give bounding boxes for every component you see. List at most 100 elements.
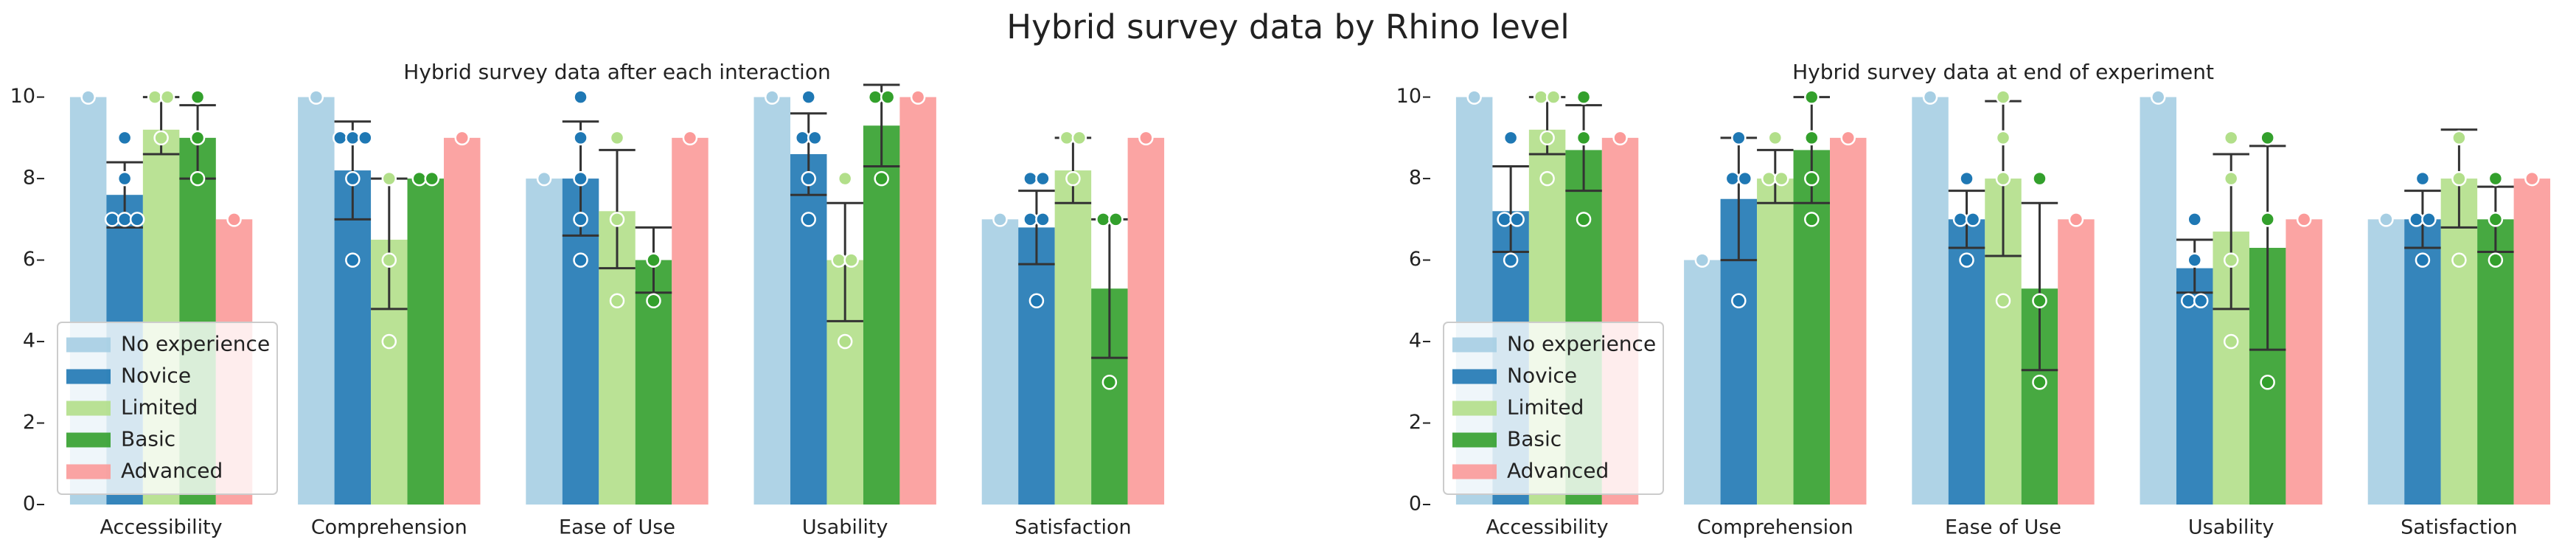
data-point [609, 293, 625, 309]
data-point [189, 170, 206, 187]
bar [334, 170, 372, 505]
data-point [1023, 170, 1038, 187]
data-point [1731, 130, 1747, 146]
data-point [2451, 252, 2467, 268]
data-point [867, 89, 883, 105]
data-point [1767, 130, 1783, 146]
data-point [454, 130, 470, 146]
data-point [573, 212, 588, 227]
data-point [2068, 212, 2084, 227]
legend-swatch [1452, 337, 1497, 353]
error-bar [1565, 104, 1602, 193]
x-tick-label: Comprehension [1697, 516, 1853, 539]
data-point [129, 212, 145, 227]
bar [2140, 97, 2176, 505]
y-tick-label: 10 [1396, 85, 1421, 108]
legend-box [57, 322, 278, 495]
data-point [1059, 130, 1075, 146]
data-point [874, 170, 889, 187]
data-point [1952, 212, 1968, 227]
data-point [807, 130, 823, 146]
data-point [147, 89, 163, 105]
legend-label: Novice [1507, 364, 1577, 388]
data-point [536, 170, 552, 187]
data-point [1922, 89, 1938, 105]
data-point [424, 170, 440, 187]
data-point [2488, 212, 2504, 227]
data-point [2223, 252, 2239, 268]
data-point [226, 212, 242, 227]
data-point [345, 130, 361, 146]
bar [790, 153, 827, 505]
data-point [2451, 130, 2467, 146]
y-tick-label: 8 [1409, 167, 1421, 190]
data-point [837, 170, 853, 187]
bar [981, 219, 1019, 505]
data-point [2415, 170, 2431, 187]
legend-label: Advanced [1507, 459, 1609, 483]
data-point [1108, 212, 1124, 227]
data-point [1804, 170, 1820, 187]
data-point [1071, 130, 1087, 146]
data-point [308, 89, 324, 105]
y-tick-label: 4 [1409, 330, 1421, 353]
data-point [1539, 130, 1555, 146]
data-point [104, 212, 120, 227]
data-point [1138, 130, 1154, 146]
x-tick-label: Accessibility [1486, 516, 1609, 539]
data-point [794, 130, 810, 146]
x-tick-label: Satisfaction [1014, 516, 1131, 539]
subplot: Hybrid survey data at end of experiment 0… [1396, 60, 2551, 539]
bar [1830, 137, 1867, 505]
legend-swatch [1452, 401, 1497, 416]
data-point [1804, 130, 1820, 146]
bar [899, 97, 936, 505]
bar [2367, 219, 2405, 505]
data-point [1774, 170, 1789, 187]
data-point [1995, 130, 2011, 146]
data-point [2187, 252, 2202, 268]
data-point [2409, 212, 2424, 227]
data-point [116, 212, 133, 227]
y-tick-label: 4 [23, 330, 35, 353]
data-point [992, 212, 1008, 227]
bar [2286, 219, 2322, 505]
legend-label: Advanced [121, 459, 223, 483]
data-point [1995, 89, 2011, 105]
data-point [765, 89, 780, 105]
data-point [189, 130, 206, 146]
data-point [1028, 293, 1045, 309]
data-point [1612, 130, 1628, 146]
data-point [1576, 212, 1592, 227]
data-point [801, 89, 816, 105]
x-tick-label: Comprehension [311, 516, 467, 539]
data-point [2223, 170, 2239, 187]
y-tick-label: 6 [23, 248, 35, 271]
data-point [116, 170, 133, 187]
data-point [1533, 89, 1549, 105]
bar [1684, 260, 1721, 505]
data-point [2421, 212, 2437, 227]
data-point [1096, 212, 1111, 227]
data-point [1545, 89, 1562, 105]
x-tick-label: Accessibility [100, 516, 223, 539]
data-point [2378, 212, 2394, 227]
legend-swatch [66, 401, 111, 416]
error-bar [2249, 145, 2286, 351]
data-point [831, 252, 846, 268]
y-tick-label: 0 [23, 493, 35, 516]
bar [2058, 219, 2095, 505]
data-point [153, 130, 169, 146]
x-tick-label: Ease of Use [1945, 516, 2061, 539]
data-point [2260, 375, 2275, 390]
y-tick-label: 6 [1409, 248, 1421, 271]
data-point [2415, 252, 2431, 268]
legend-swatch [66, 369, 111, 384]
bar [753, 97, 790, 505]
data-point [1576, 130, 1592, 146]
data-point [573, 252, 588, 268]
data-point [2180, 293, 2196, 309]
data-point [411, 170, 428, 187]
data-point [80, 89, 96, 105]
